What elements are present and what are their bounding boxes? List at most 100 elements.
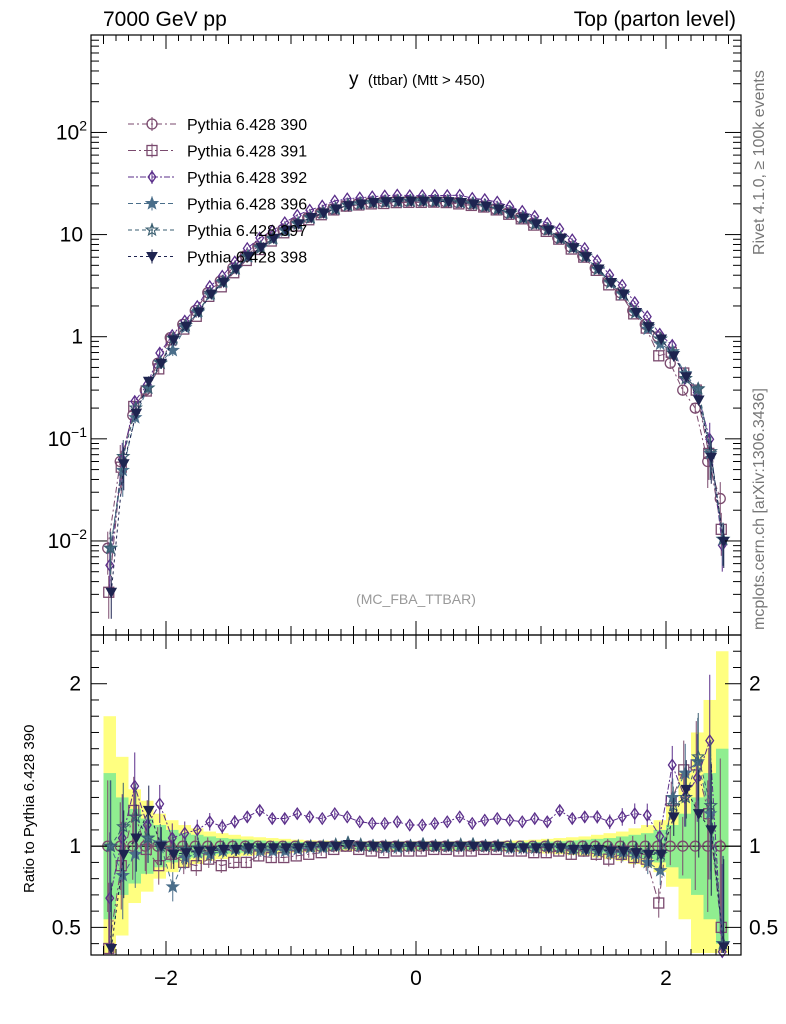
series-pythia-6-428-398-main-point [617,289,630,301]
series-pythia-6-428-392-ratio-point [355,815,365,829]
series-pythia-6-428-398-ratio-point [567,844,580,856]
series-pythia-6-428-398-ratio-point [155,841,168,853]
series-pythia-6-428-392-ratio-point [305,810,315,824]
series-pythia-6-428-391-ratio-point [190,860,202,872]
series-pythia-6-428-392-main-point [130,394,140,408]
series-pythia-6-428-398-ratio-point [242,843,255,854]
series-pythia-6-428-392-ratio-point [480,813,490,827]
series-pythia-6-428-398-ratio-point [117,849,130,861]
series-pythia-6-428-398-ratio-point [492,841,505,853]
series-pythia-6-428-398-ratio-point [405,841,418,853]
series-pythia-6-428-398-ratio-point [330,841,343,853]
ratio-y-axis-label: Ratio to Pythia 6.428 390 [21,724,38,893]
series-pythia-6-428-398-ratio-point [342,840,355,851]
series-pythia-6-428-390-ratio-point [127,840,139,852]
series-pythia-6-428-398-ratio-point [517,843,530,854]
legend-label: Pythia 6.428 398 [187,250,307,267]
series-pythia-6-428-391-ratio-point [653,897,665,909]
series-pythia-6-428-398-main-point [355,199,368,211]
series-pythia-6-428-398-main-point [417,196,430,208]
series-pythia-6-428-392-ratio-point [442,815,452,829]
y-tick-label-main: 102 [56,117,87,144]
series-pythia-6-428-398-ratio-point [655,849,668,861]
series-pythia-6-428-392-ratio-point [217,820,227,834]
series-pythia-6-428-391-main-point [653,350,665,362]
series-pythia-6-428-392-ratio-point [417,818,427,832]
series-pythia-6-428-391-ratio-point [215,860,227,872]
series-pythia-6-428-390-ratio-point [664,840,676,852]
series-pythia-6-428-396-ratio-point [115,867,130,882]
series-pythia-6-428-398-main-point [130,408,143,420]
series-pythia-6-428-398-main-point [480,201,493,213]
series-pythia-6-428-398-ratio-point [105,944,118,955]
series-pythia-6-428-398-ratio-point [592,844,605,856]
ratio-frame [90,634,742,956]
series-pythia-6-428-392-ratio-point [505,813,515,827]
legend-marker [144,222,160,237]
y-tick-label-ratio-left: 2 [69,673,81,696]
series-pythia-6-428-398-ratio-point [542,843,555,854]
series-pythia-6-428-392-ratio-point [230,815,240,829]
series-pythia-6-428-398-main-point [567,243,580,254]
series-pythia-6-428-392-ratio-point [130,779,140,793]
series-pythia-6-428-392-ratio-point [667,758,677,772]
rivet-label: Rivet 4.1.0, ≥ 100k events [751,70,768,255]
series-pythia-6-428-392-ratio-point [467,816,477,831]
y-tick-label-main: 1 [71,326,83,349]
series-pythia-6-428-398-ratio-point [705,825,718,836]
series-pythia-6-428-398-main-point [230,264,243,275]
series-pythia-6-428-392-ratio-line [109,740,723,952]
series-pythia-6-428-397-ratio-point [691,749,706,763]
series-pythia-6-428-398-main-point [530,219,543,230]
series-pythia-6-428-398-main-point [292,219,305,230]
series-pythia-6-428-392-ratio-point [267,811,277,826]
x-tick-label: −2 [154,967,178,990]
series-pythia-6-428-398-ratio-point [617,846,630,858]
series-pythia-6-428-398-ratio-point [680,784,693,796]
ratio-series-group [102,674,731,959]
series-pythia-6-428-397-main-point [691,381,706,395]
series-pythia-6-428-392-ratio-point [655,829,665,844]
y-tick-label-ratio-left: 1 [69,835,81,858]
series-pythia-6-428-392-ratio-point [455,810,465,824]
series-pythia-6-428-398-main-point [267,233,280,245]
series-pythia-6-428-398-main-point [592,264,605,275]
series-pythia-6-428-398-ratio-point [630,848,643,859]
series-pythia-6-428-398-main-point [242,251,255,263]
series-pythia-6-428-392-ratio-point [530,811,540,826]
series-pythia-6-428-397-ratio-point [141,830,156,845]
series-pythia-6-428-398-ratio-point [192,846,205,858]
legend-marker [146,252,158,263]
series-pythia-6-428-398-main-point [505,208,518,220]
legend-marker [146,144,158,157]
series-pythia-6-428-392-ratio-point [392,815,402,829]
chart-title-sub: (ttbar) (Mtt > 450) [368,72,485,89]
series-pythia-6-428-392-ratio-point [617,810,627,824]
series-pythia-6-428-392-ratio-point [405,818,415,832]
legend-label: Pythia 6.428 390 [187,117,307,134]
series-pythia-6-428-398-ratio-point [205,846,218,858]
y-tick-label-ratio-right: 2 [749,673,761,696]
series-pythia-6-428-392-ratio-point [592,810,602,824]
series-pythia-6-428-398-main-point [442,197,455,208]
series-pythia-6-428-398-ratio-point [642,849,655,861]
series-pythia-6-428-392-ratio-point [542,815,552,829]
series-pythia-6-428-392-ratio-point [605,815,615,829]
series-pythia-6-428-392-ratio-point [167,831,177,845]
series-pythia-6-428-398-ratio-point [230,844,243,856]
legend-marker [146,118,158,130]
series-pythia-6-428-398-ratio-point [667,812,680,823]
series-pythia-6-428-398-main-point [667,351,680,362]
x-tick-label: 0 [410,967,422,990]
series-pythia-6-428-392-ratio-point [630,807,640,821]
series-pythia-6-428-390-ratio-point [702,840,714,852]
series-pythia-6-428-397-main-point [103,540,118,555]
series-pythia-6-428-398-ratio-point [130,833,143,845]
y-tick-label-ratio-right: 0.5 [749,916,778,939]
series-pythia-6-428-392-ratio-point [567,811,577,826]
y-tick-label-ratio-left: 0.5 [52,916,81,939]
chart-title-main: y [349,69,359,90]
series-pythia-6-428-398-main-point [680,372,693,383]
series-pythia-6-428-392-ratio-point [280,811,290,826]
